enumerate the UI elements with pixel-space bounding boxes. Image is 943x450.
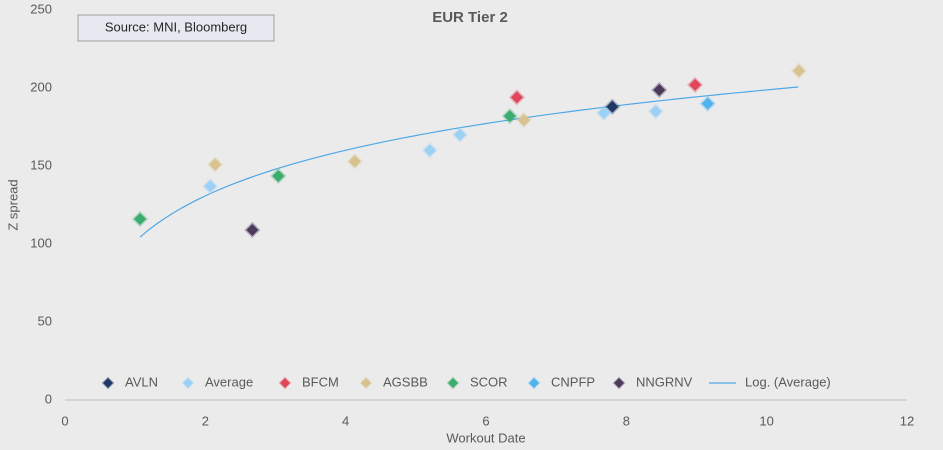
scatter-point <box>686 76 704 94</box>
x-tick-label: 8 <box>623 413 630 428</box>
x-axis-label: Workout Date <box>446 430 525 445</box>
source-note: Source: MNI, Bloomberg <box>105 19 247 34</box>
scatter-point <box>270 167 287 185</box>
legend-marker <box>101 376 115 390</box>
legend-marker <box>181 376 195 390</box>
x-tick-label: 6 <box>482 413 489 428</box>
scatter-point <box>346 153 363 170</box>
scatter-point <box>604 98 621 115</box>
y-tick-label: 50 <box>38 313 52 328</box>
legend-label: BFCM <box>302 374 339 389</box>
legend-label: AGSBB <box>383 374 428 389</box>
legend-marker <box>278 376 292 390</box>
legend-label: Average <box>205 374 253 389</box>
legend-marker <box>359 376 373 390</box>
legend-label: CNPFP <box>551 374 595 389</box>
x-tick-label: 10 <box>759 413 773 428</box>
legend-label: SCOR <box>470 374 508 389</box>
scatter-point <box>451 126 469 143</box>
scatter-point <box>595 104 613 122</box>
legend-marker <box>527 376 541 390</box>
x-tick-label: 0 <box>61 413 68 428</box>
scatter-point <box>501 107 518 125</box>
y-tick-label: 200 <box>30 79 52 94</box>
scatter-point <box>647 103 664 120</box>
trendline <box>139 86 799 238</box>
legend-label: AVLN <box>125 374 158 389</box>
legend-marker <box>612 376 626 390</box>
scatter-point <box>207 156 224 173</box>
scatter-point <box>699 95 716 112</box>
y-tick-label: 150 <box>30 157 52 172</box>
y-tick-label: 250 <box>30 1 52 16</box>
legend-marker <box>446 376 460 390</box>
legend-label: NNGRNV <box>636 374 693 389</box>
scatter-point <box>202 178 219 195</box>
x-tick-label: 12 <box>900 413 914 428</box>
y-tick-label: 100 <box>30 235 52 250</box>
chart-title: EUR Tier 2 <box>432 9 508 26</box>
x-tick-label: 2 <box>202 413 209 428</box>
y-tick-label: 0 <box>45 391 52 406</box>
y-axis-label: Z spread <box>5 179 20 230</box>
scatter-point <box>790 62 808 79</box>
scatter-point <box>244 221 261 239</box>
scatter-point <box>421 142 438 159</box>
scatter-point <box>508 89 525 106</box>
scatter-point <box>515 111 533 129</box>
source-box <box>77 14 275 42</box>
scatter-point <box>131 210 149 228</box>
legend-label: Log. (Average) <box>745 374 831 389</box>
scatter-point <box>651 81 668 99</box>
x-tick-label: 4 <box>342 413 349 428</box>
